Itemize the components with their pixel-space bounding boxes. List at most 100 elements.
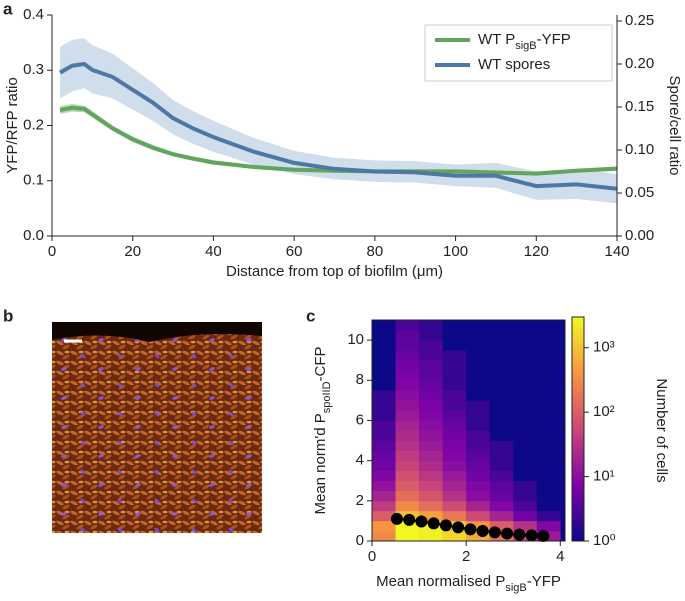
mean-point: [390, 512, 403, 525]
heatmap-cell: [489, 350, 514, 361]
heatmap-cell: [419, 440, 443, 451]
mean-point: [415, 515, 428, 528]
heatmap-cell: [466, 390, 490, 401]
y2-axis-label: Spore/cell ratio: [666, 75, 683, 175]
y-tick-label: 0.1: [23, 172, 44, 189]
heatmap-cell: [489, 460, 514, 471]
heatmap-cell: [489, 340, 514, 351]
mean-point: [427, 517, 440, 530]
heatmap-cell: [372, 380, 396, 391]
x-tick-label: 2: [462, 548, 470, 565]
heatmap-cell: [513, 400, 538, 411]
heatmap-cell: [513, 370, 538, 381]
heatmap-cell: [395, 350, 420, 361]
legend-label-part: WT P: [478, 31, 515, 48]
heatmap-cell: [513, 350, 538, 361]
y-axis-label-part: Mean norm'd P: [312, 413, 329, 514]
heatmap-cell: [489, 320, 514, 331]
x-tick-label: 80: [367, 243, 384, 260]
x-tick-label: 140: [604, 243, 629, 260]
heatmap-cell: [489, 430, 514, 441]
heatmap-cell: [513, 520, 538, 532]
heatmap-cell: [442, 460, 467, 471]
mean-point: [537, 529, 550, 542]
heatmap-cell: [372, 530, 396, 542]
heatmap-cell: [513, 330, 538, 341]
y2-tick-label: 0.20: [625, 55, 654, 72]
heatmap-cell: [536, 380, 561, 391]
heatmap-cell: [372, 510, 396, 522]
heatmap-cell: [442, 410, 467, 421]
heatmap-cell: [536, 490, 561, 502]
heatmap-cell: [372, 320, 396, 331]
legend-label-part: -YFP: [537, 31, 571, 48]
heatmap-cell: [395, 500, 420, 512]
heatmap-cell: [513, 490, 538, 502]
heatmap-cell: [536, 520, 561, 532]
panel-label: b: [3, 306, 13, 325]
heatmap-cell: [513, 410, 538, 421]
heatmap-cell: [513, 380, 538, 391]
heatmap-cell: [419, 420, 443, 431]
legend-box: [424, 24, 613, 82]
heatmap-cell: [372, 440, 396, 451]
heatmap-cell: [395, 480, 420, 492]
heatmap-cell: [372, 370, 396, 381]
y-tick-label: 0.4: [23, 6, 44, 23]
heatmap-cell: [536, 510, 561, 522]
mean-point: [439, 519, 452, 532]
heatmap-cell: [513, 480, 538, 492]
x-axis-label: Distance from top of biofilm (μm): [226, 263, 443, 280]
heatmap-cell: [419, 410, 443, 421]
micrograph-spores: [52, 322, 262, 533]
x-axis-label: Mean normalised PsigB-YFP: [376, 573, 561, 594]
y-tick-label: 2: [356, 492, 364, 509]
heatmap-cell: [442, 500, 467, 512]
heatmap-cell: [395, 320, 420, 331]
heatmap-cell: [536, 330, 561, 341]
heatmap-cell: [489, 530, 514, 542]
heatmap-cell: [489, 360, 514, 371]
x-tick-label: 20: [124, 243, 141, 260]
heatmap-cell: [419, 490, 443, 502]
heatmap-cell: [466, 350, 490, 361]
heatmap-cell: [489, 380, 514, 391]
heatmap-cell: [442, 390, 467, 401]
heatmap-cell: [442, 360, 467, 371]
heatmap-cell: [372, 340, 396, 351]
heatmap-cell: [466, 440, 490, 451]
y2-tick-label: 0.15: [625, 98, 654, 115]
heatmap-cell: [466, 460, 490, 471]
colorbar: [571, 316, 585, 542]
heatmap-cell: [442, 470, 467, 482]
y-tick-label: 8: [356, 371, 364, 388]
heatmap-cell: [372, 480, 396, 492]
heatmap-cell: [536, 430, 561, 441]
heatmap-cell: [372, 500, 396, 512]
heatmap-cell: [513, 340, 538, 351]
heatmap-cell: [442, 400, 467, 411]
x-tick-label: 60: [286, 243, 303, 260]
heatmap-cell: [513, 320, 538, 331]
heatmap-cell: [372, 420, 396, 431]
heatmap-cell: [372, 330, 396, 341]
heatmap-cell: [395, 400, 420, 411]
heatmap-cell: [489, 470, 514, 482]
heatmap-cell: [536, 400, 561, 411]
heatmap-cell: [419, 340, 443, 351]
heatmap-cell: [395, 360, 420, 371]
heatmap-cell: [466, 470, 490, 482]
heatmap-cell: [372, 350, 396, 361]
x-axis-label-part: Distance from top of biofilm (μm): [226, 263, 443, 280]
heatmap-cell: [466, 510, 490, 522]
heatmap-cell: [419, 400, 443, 411]
heatmap-cell: [536, 360, 561, 371]
heatmap-cell: [419, 460, 443, 471]
heatmap-cell: [466, 320, 490, 331]
heatmap-cell: [536, 320, 561, 331]
x-tick-label: 4: [556, 548, 564, 565]
heatmap-cell: [395, 530, 420, 542]
x-axis-label-part: Mean normalised P: [376, 573, 505, 590]
heatmap-cell: [395, 340, 420, 351]
